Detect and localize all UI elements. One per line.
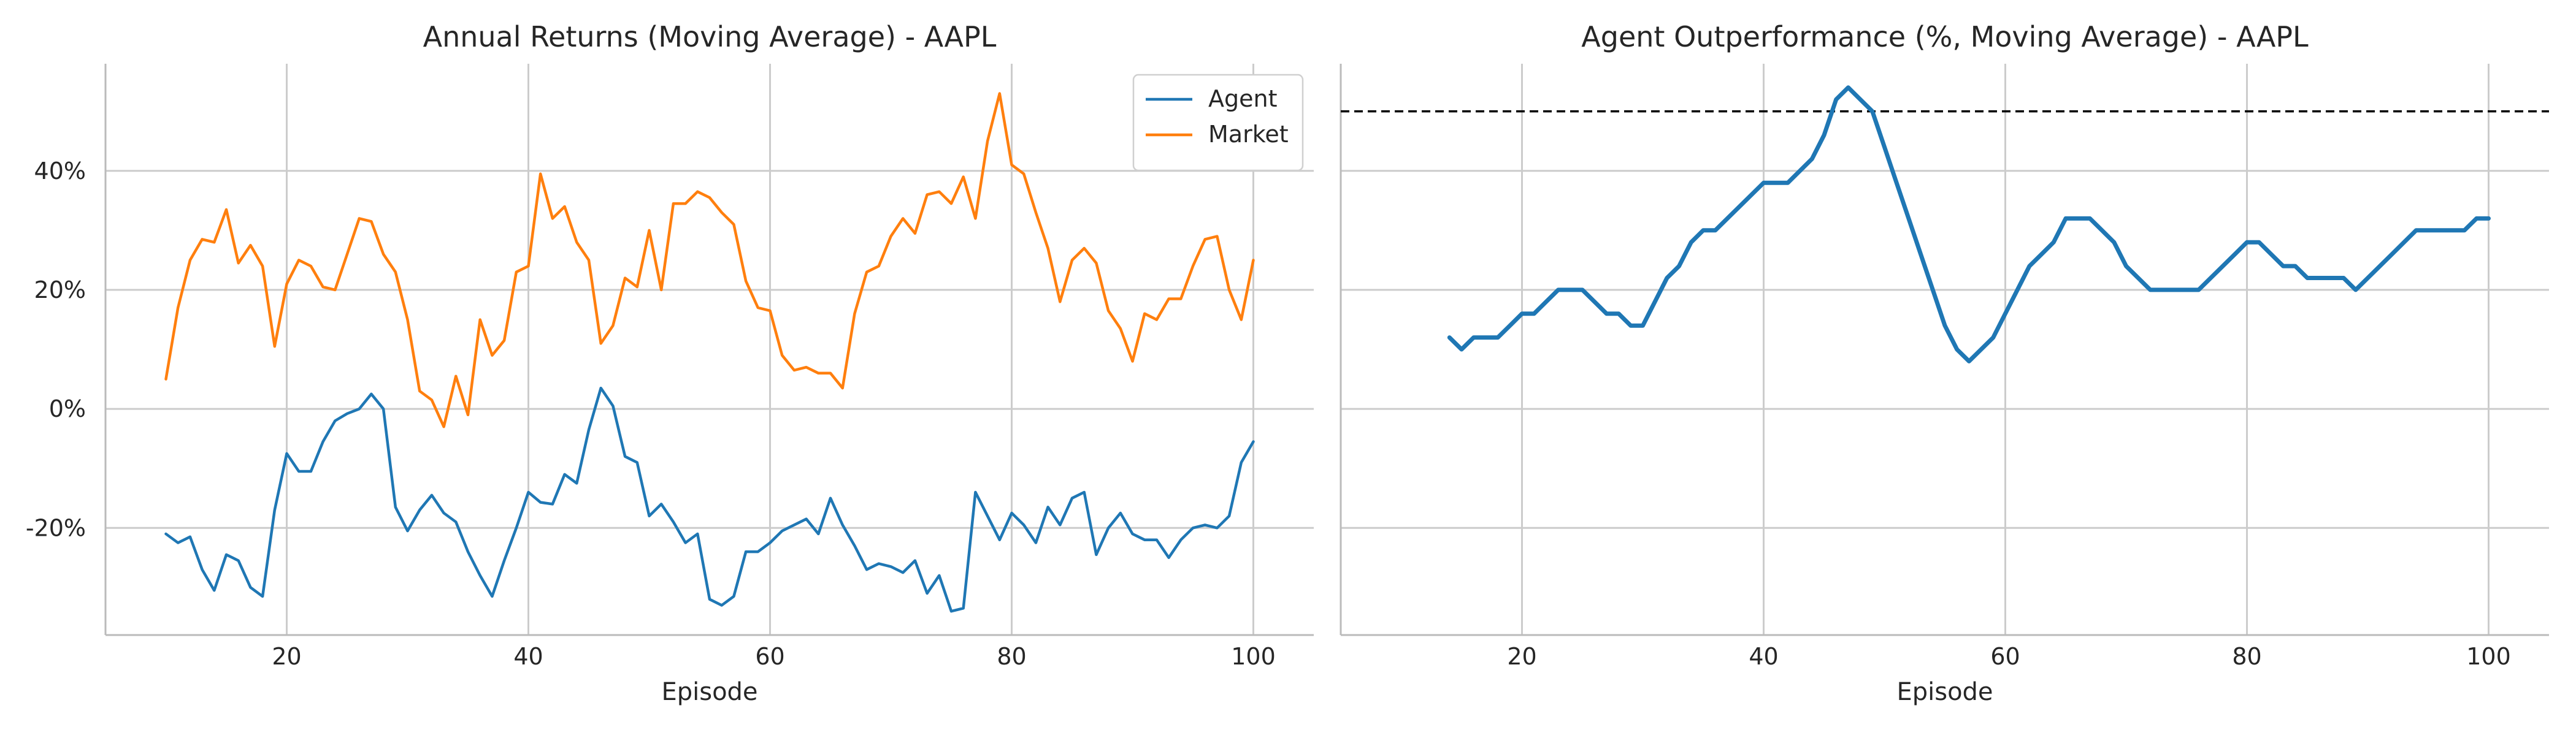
- legend-label-market: Market: [1208, 121, 1289, 148]
- returns-chart: 20 40 60 80 100 -20% 0% 20% 40% Annual Returns (M…: [26, 20, 1314, 706]
- x-tick-label: 80: [997, 643, 1026, 670]
- x-axis-label: Episode: [661, 678, 757, 706]
- x-tick-label: 20: [272, 643, 301, 670]
- y-tick-label: 0%: [49, 395, 86, 422]
- legend: Agent Market: [1132, 74, 1304, 172]
- y-tick-label: -20%: [26, 514, 86, 541]
- y-tick-label: 40%: [34, 158, 86, 184]
- x-tick-label: 100: [1231, 643, 1276, 670]
- x-tick-label: 100: [2466, 643, 2511, 670]
- x-tick-label: 80: [2232, 643, 2261, 670]
- series-line-outperformance: [1447, 85, 2491, 363]
- x-tick-label: 40: [1749, 643, 1778, 670]
- x-tick-label: 60: [755, 643, 784, 670]
- x-axis-label: Episode: [1896, 678, 1993, 706]
- y-tick-label: 20%: [34, 276, 86, 303]
- x-tick-label: 40: [513, 643, 543, 670]
- series-line-market: [164, 92, 1255, 428]
- series-line-agent: [164, 386, 1255, 613]
- outperformance-chart: 20 40 60 80 100 Agent Outperformance (%, Movi…: [1340, 20, 2549, 706]
- x-tick-label: 60: [1990, 643, 2020, 670]
- chart-title: Agent Outperformance (%, Moving Average)…: [1581, 20, 2309, 53]
- legend-label-agent: Agent: [1208, 85, 1277, 112]
- chart-title: Annual Returns (Moving Average) - AAPL: [423, 20, 997, 53]
- x-tick-label: 20: [1507, 643, 1536, 670]
